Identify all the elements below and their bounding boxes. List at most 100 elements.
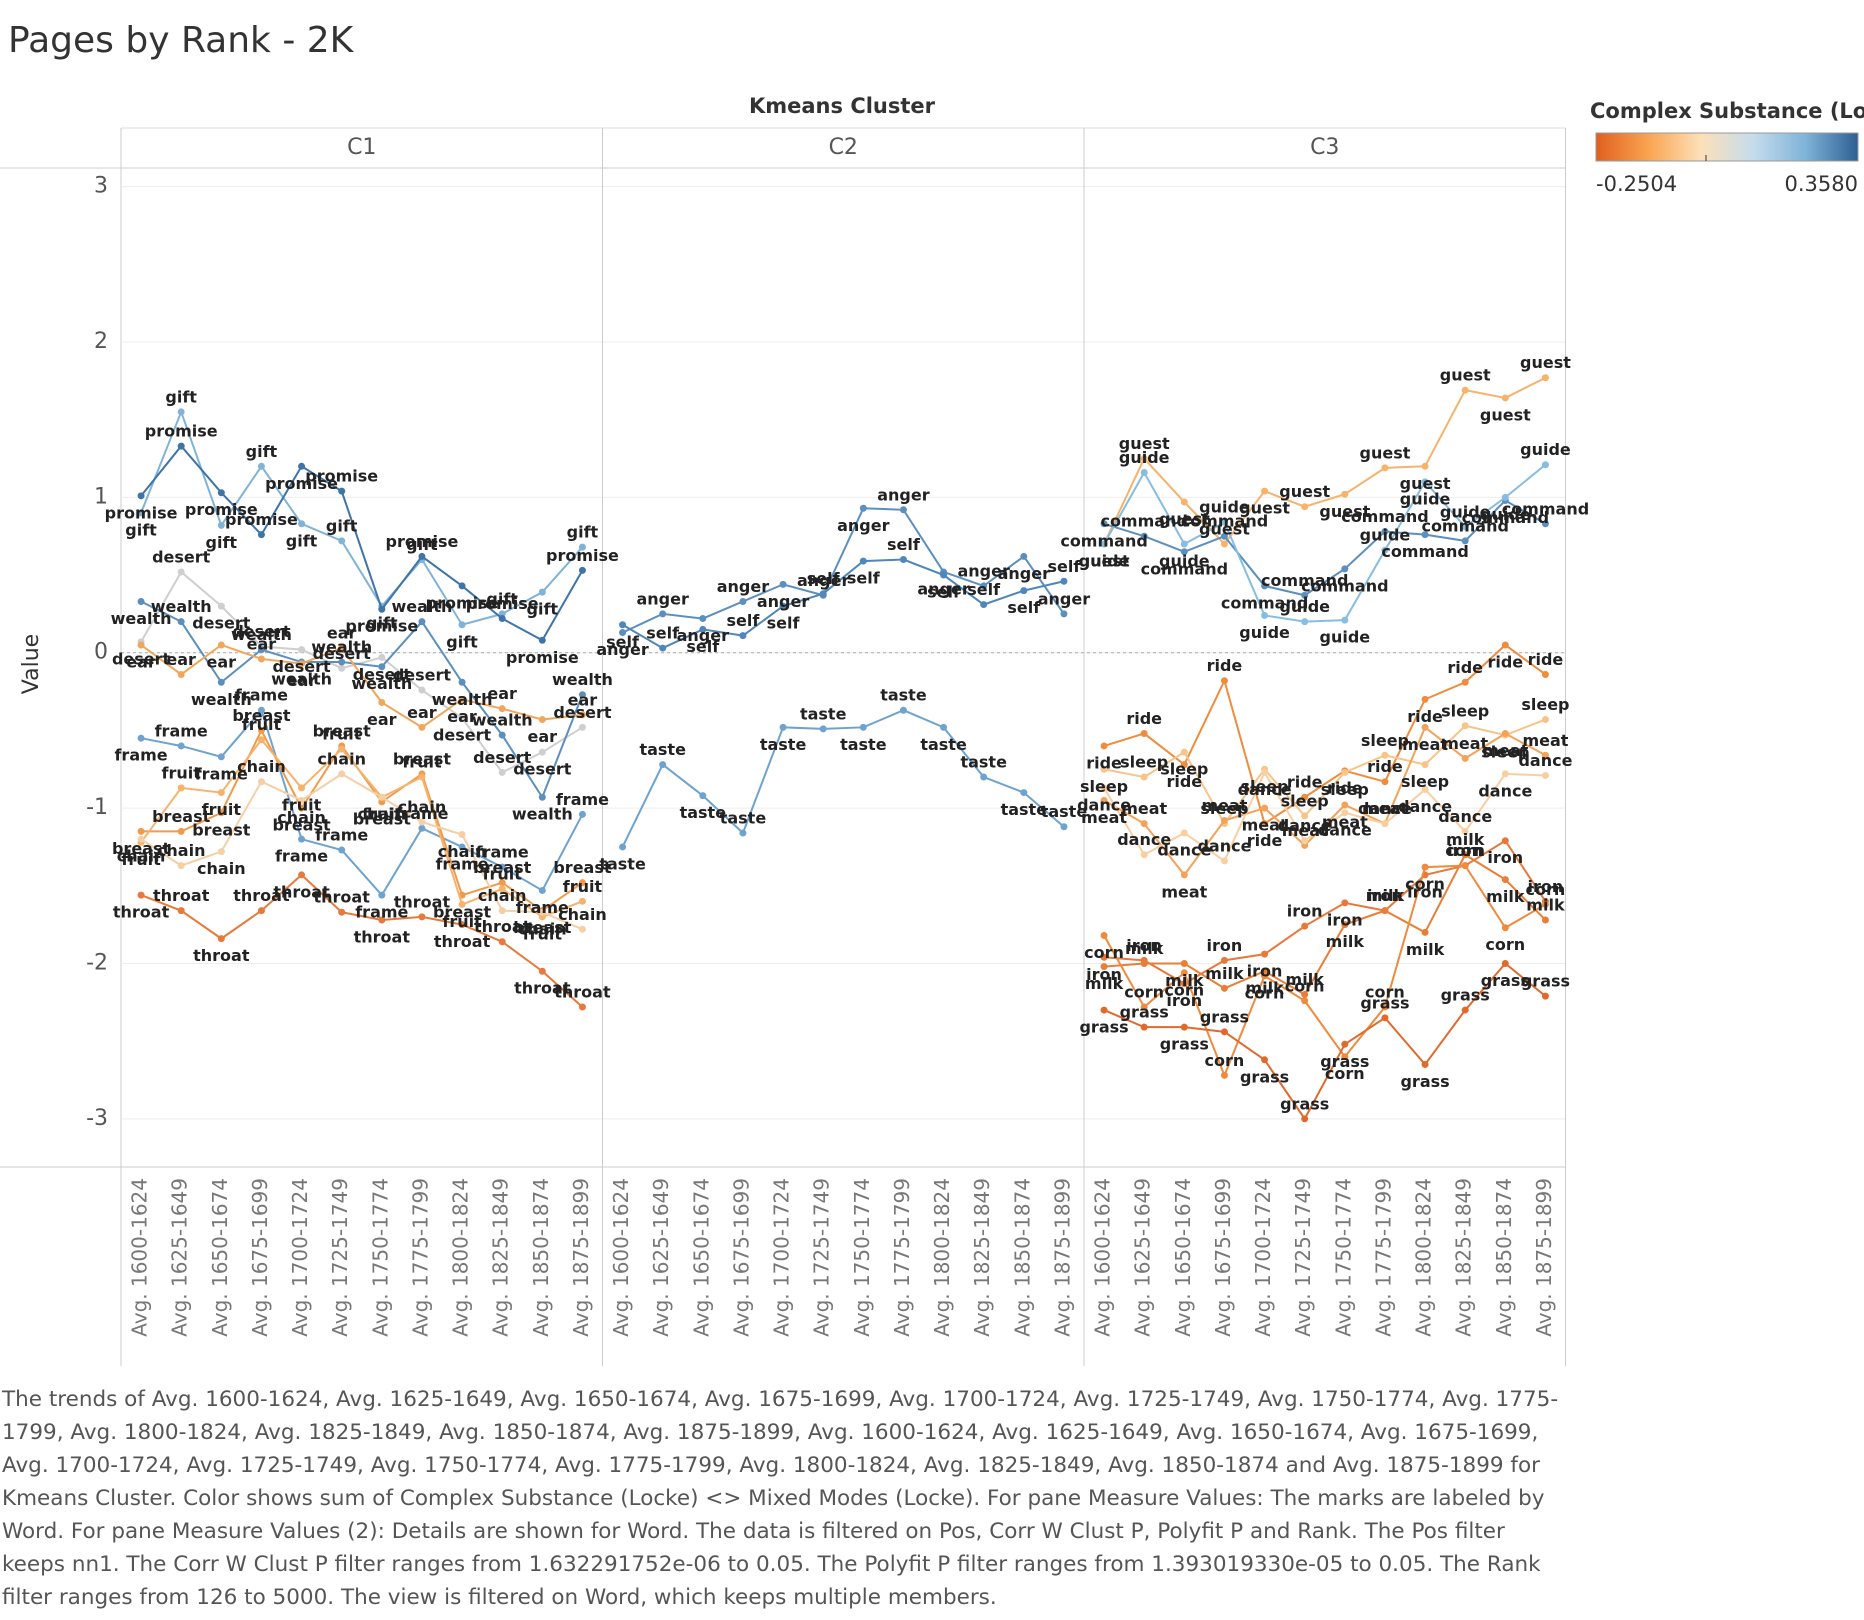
data-label: breast xyxy=(473,858,532,877)
data-label: iron xyxy=(1327,910,1363,929)
x-tick-label: Avg. 1775-1799 xyxy=(890,1178,914,1337)
data-label: grass xyxy=(1441,986,1490,1005)
point xyxy=(338,664,346,672)
point xyxy=(1461,1006,1469,1014)
data-label: milk xyxy=(1125,939,1164,958)
data-label: fruit xyxy=(362,805,402,824)
point xyxy=(1461,754,1469,762)
series-line xyxy=(140,643,583,729)
data-label: command xyxy=(1060,531,1147,550)
point xyxy=(1261,768,1269,776)
data-label: corn xyxy=(1124,982,1164,1001)
point xyxy=(1180,761,1188,769)
data-label: iron xyxy=(1407,882,1443,901)
series-line xyxy=(1103,499,1546,597)
data-label: gift xyxy=(406,535,438,554)
data-label: grass xyxy=(1400,1072,1449,1091)
point xyxy=(1220,1028,1228,1036)
data-label: chain xyxy=(518,920,567,939)
data-label: corn xyxy=(1164,980,1204,999)
point xyxy=(1140,1003,1148,1011)
data-label: dance xyxy=(1438,807,1492,826)
data-label: breast xyxy=(232,706,291,725)
point xyxy=(538,793,546,801)
x-tick-label: Avg. 1700-1724 xyxy=(1251,1178,1275,1337)
data-label: sleep xyxy=(1200,799,1248,818)
data-label: chain xyxy=(117,847,166,866)
point xyxy=(1180,980,1188,988)
data-label: sleep xyxy=(1321,780,1369,799)
data-label: self xyxy=(847,569,881,588)
series-line xyxy=(1103,962,1547,1121)
data-label: command xyxy=(1462,508,1549,527)
data-label: ear xyxy=(247,634,277,653)
data-label: corn xyxy=(1365,982,1405,1001)
point xyxy=(1100,1006,1108,1014)
data-label: gift xyxy=(527,600,559,619)
data-label: fruit xyxy=(202,800,242,819)
series-line xyxy=(1103,864,1546,1079)
x-tick-label: Avg. 1825-1849 xyxy=(1452,1178,1476,1337)
data-label: guide xyxy=(1520,440,1571,459)
data-label: ride xyxy=(1166,772,1202,791)
point xyxy=(578,711,586,719)
point xyxy=(1501,394,1509,402)
x-tick-label: Avg. 1800-1824 xyxy=(1412,1178,1436,1337)
data-label: breast xyxy=(513,918,572,937)
point xyxy=(538,967,546,975)
point xyxy=(1341,1040,1349,1048)
data-label: ride xyxy=(1207,656,1243,675)
data-label: ride xyxy=(1407,707,1443,726)
data-label: self xyxy=(606,632,640,651)
point xyxy=(1060,610,1068,618)
data-label: throat xyxy=(233,886,290,905)
data-label: sleep xyxy=(1120,753,1168,772)
point xyxy=(779,580,787,588)
point xyxy=(458,831,466,839)
point xyxy=(338,846,346,854)
data-label: command xyxy=(1261,571,1348,590)
point xyxy=(458,714,466,722)
point xyxy=(1341,565,1349,573)
data-label: self xyxy=(807,569,841,588)
data-label: sleep xyxy=(1240,777,1288,796)
point xyxy=(1180,540,1188,548)
data-label: fruit xyxy=(282,795,322,814)
point xyxy=(418,723,426,731)
x-tick-label: Avg. 1725-1749 xyxy=(1291,1178,1315,1337)
data-label: wealth xyxy=(311,638,372,657)
data-label: taste xyxy=(920,735,967,754)
data-label: self xyxy=(887,535,921,554)
point xyxy=(1140,820,1148,828)
data-label: corn xyxy=(1405,875,1445,894)
point xyxy=(1541,670,1549,678)
data-label: command xyxy=(1502,499,1589,518)
data-label: guide xyxy=(1079,551,1130,570)
data-label: anger xyxy=(757,592,809,611)
data-label: meat xyxy=(1522,731,1568,750)
data-label: meat xyxy=(1201,796,1247,815)
data-label: dance xyxy=(1318,820,1372,839)
point xyxy=(217,753,225,761)
data-label: corn xyxy=(1285,976,1325,995)
point xyxy=(1301,837,1309,845)
point xyxy=(177,827,185,835)
point xyxy=(418,618,426,626)
point xyxy=(1220,540,1228,548)
point xyxy=(378,698,386,706)
point xyxy=(338,745,346,753)
data-label: chain xyxy=(478,886,527,905)
point xyxy=(1501,924,1509,932)
point xyxy=(177,568,185,576)
point xyxy=(538,886,546,894)
point xyxy=(538,588,546,596)
data-label: gift xyxy=(165,387,197,406)
data-label: self xyxy=(727,611,761,630)
data-label: taste xyxy=(960,753,1007,772)
point xyxy=(1421,1060,1429,1068)
data-label: guide xyxy=(1119,448,1170,467)
point xyxy=(619,621,627,629)
point xyxy=(699,615,707,623)
point xyxy=(378,653,386,661)
point xyxy=(1421,723,1429,731)
